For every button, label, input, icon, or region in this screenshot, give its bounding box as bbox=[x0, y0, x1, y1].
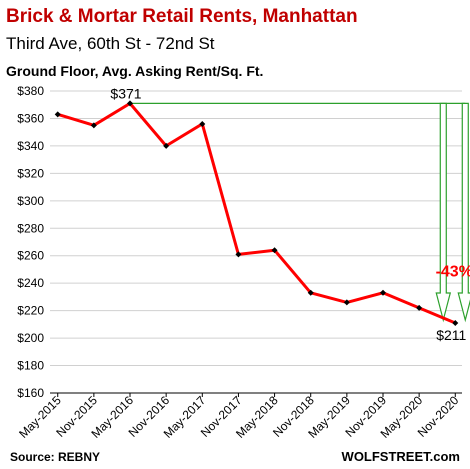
series-rent bbox=[54, 100, 459, 326]
y-tick-label: $340 bbox=[17, 139, 44, 153]
gridlines bbox=[50, 90, 462, 394]
data-point bbox=[416, 304, 423, 311]
y-tick-label: $380 bbox=[17, 84, 44, 98]
data-point bbox=[235, 251, 242, 258]
data-point bbox=[271, 247, 278, 254]
data-point bbox=[54, 111, 61, 118]
y-tick-label: $260 bbox=[17, 249, 44, 263]
data-point bbox=[452, 319, 459, 326]
y-tick-label: $300 bbox=[17, 194, 44, 208]
y-axis-title: Ground Floor, Avg. Asking Rent/Sq. Ft. bbox=[6, 63, 263, 79]
data-point bbox=[379, 289, 386, 296]
data-point bbox=[163, 142, 170, 149]
down-arrow-right bbox=[457, 102, 470, 323]
y-tick-label: $240 bbox=[17, 276, 44, 290]
chart-title: Brick & Mortar Retail Rents, Manhattan bbox=[6, 6, 358, 27]
change-annotation bbox=[130, 102, 470, 323]
brand-watermark: WOLFSTREET.com bbox=[342, 449, 460, 464]
y-tick-label: $220 bbox=[17, 304, 44, 318]
y-tick-label: $180 bbox=[17, 359, 44, 373]
y-axis-ticks: $160 $180 $200 $220 $240 $260 $280 $300 $320 $340… bbox=[17, 84, 44, 400]
data-point bbox=[90, 122, 97, 129]
y-tick-label: $280 bbox=[17, 221, 44, 235]
percent-change-label: -43% bbox=[436, 263, 470, 280]
y-tick-label: $200 bbox=[17, 331, 44, 345]
last-value-label: $211 bbox=[436, 327, 466, 343]
x-axis-ticks: May-2015Nov-2015May-2016Nov-2016May-2017… bbox=[16, 393, 461, 441]
chart-subtitle: Third Ave, 60th St - 72nd St bbox=[6, 34, 215, 53]
data-labels: $371 $211 -43% bbox=[110, 85, 470, 343]
source-note: Source: REBNY bbox=[10, 450, 100, 464]
series-line bbox=[57, 101, 456, 325]
data-point bbox=[343, 299, 350, 306]
y-tick-label: $360 bbox=[17, 111, 44, 125]
y-tick-label: $320 bbox=[17, 166, 44, 180]
data-point bbox=[199, 120, 206, 127]
peak-value-label: $371 bbox=[110, 85, 141, 101]
y-tick-label: $160 bbox=[17, 386, 44, 400]
data-point bbox=[127, 100, 134, 107]
down-arrow-left bbox=[435, 102, 452, 323]
data-point bbox=[307, 289, 314, 296]
